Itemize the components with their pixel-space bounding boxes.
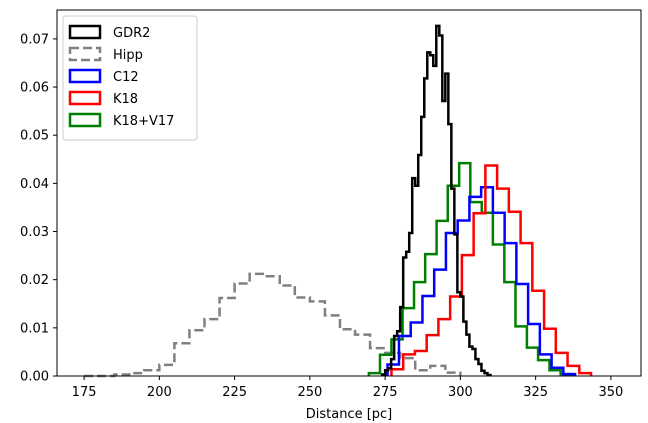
x-tick-label: 175 [72, 385, 97, 400]
x-tick-label: 200 [147, 385, 172, 400]
y-tick-label: 0.02 [20, 273, 49, 288]
y-tick-label: 0.05 [20, 129, 49, 144]
y-axis-ticks: 0.00 0.01 0.02 0.03 0.04 0.05 0.06 0.07 [20, 32, 57, 385]
series-k18-histogram [390, 164, 593, 376]
x-tick-label: 225 [222, 385, 247, 400]
x-tick-label: 300 [448, 385, 473, 400]
series-gdr2-histogram [380, 24, 492, 377]
legend-swatch-gdr2 [68, 24, 102, 40]
x-axis-ticks: 175 200 225 250 275 300 325 350 [72, 376, 623, 400]
y-tick-label: 0.06 [20, 81, 49, 96]
x-tick-label: 250 [297, 385, 322, 400]
legend-swatch-hipp [68, 46, 102, 62]
legend-label-k18-v17: K18+V17 [113, 114, 174, 129]
y-tick-label: 0.00 [20, 370, 49, 385]
series-k18-v17-histogram [367, 161, 574, 376]
plot-frame [56, 9, 642, 377]
legend-swatch-k18-v17 [68, 112, 102, 128]
y-tick-label: 0.07 [20, 32, 49, 47]
x-tick-label: 275 [373, 385, 398, 400]
series-c12-histogram [386, 185, 577, 376]
y-tick-label: 0.01 [20, 321, 49, 336]
x-tick-label: 325 [523, 385, 548, 400]
y-tick-label: 0.04 [20, 177, 49, 192]
legend-label-hipp: Hipp [113, 48, 143, 63]
legend-swatch-c12 [68, 68, 102, 84]
legend-swatch-k18 [68, 90, 102, 106]
x-axis-label: Distance [pc] [306, 407, 393, 422]
legend-label-c12: C12 [113, 70, 139, 85]
legend-label-k18: K18 [113, 92, 138, 107]
x-tick-label: 350 [598, 385, 623, 400]
legend-label-gdr2: GDR2 [113, 26, 150, 41]
y-tick-label: 0.03 [20, 225, 49, 240]
series-layer [84, 24, 593, 378]
legend: GDR2 Hipp C12 K18 K18+V17 [62, 15, 198, 141]
